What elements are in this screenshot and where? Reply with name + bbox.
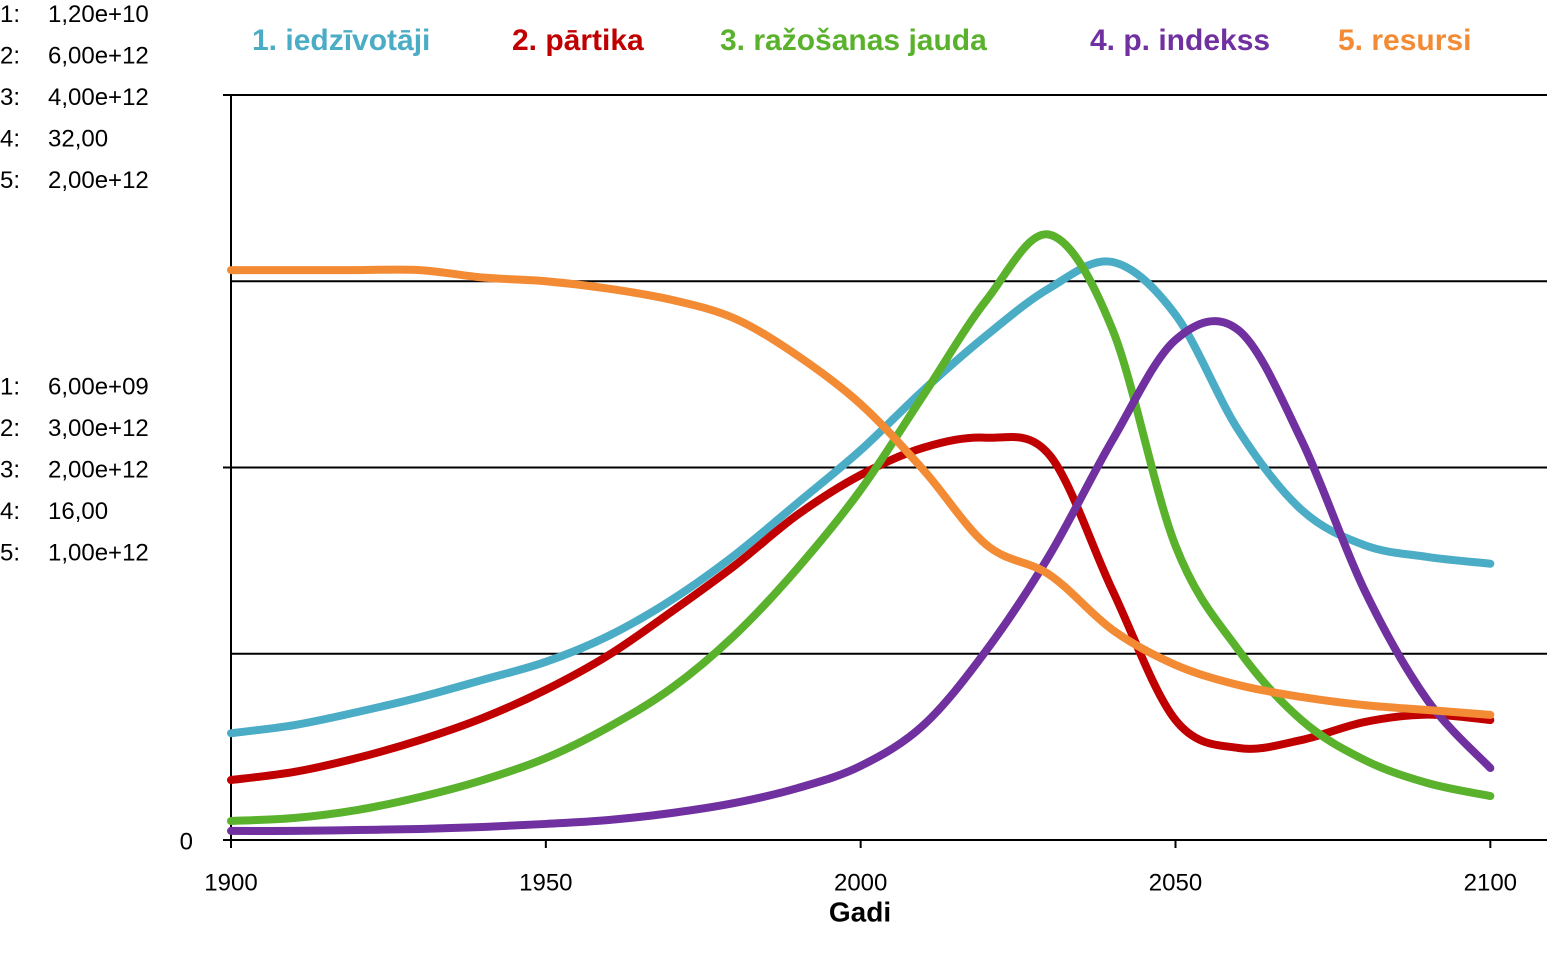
axis-number: 5: [0,540,20,567]
y-tick-label: 3: 4,00e+12 [0,84,149,111]
axis-number: 2: [0,43,20,70]
tick-value: 1,00e+12 [48,540,149,567]
tick-value: 6,00e+09 [48,374,149,401]
tick-value: 32,00 [48,126,108,153]
axis-number: 4: [0,126,20,153]
series-line [227,257,1495,738]
series-line [227,317,1495,835]
axis-number: 1: [0,1,20,28]
y-tick-label: 4: 16,00 [0,498,108,525]
x-tick-label: 2100 [1464,869,1517,896]
series-line [227,230,1495,826]
tick-value: 2,00e+12 [48,457,149,484]
tick-value: 1,20e+10 [48,1,149,28]
axis-number: 3: [0,84,20,111]
legend-entry: 2. pārtika [512,24,644,57]
axis-number: 4: [0,498,20,525]
series-line [227,265,1495,719]
tick-value: 4,00e+12 [48,84,149,111]
axis-number: 1: [0,374,20,401]
x-axis-label: Gadi [829,896,891,927]
tick-value: 16,00 [48,498,108,525]
legend-entry: 3. ražošanas jauda [720,24,987,57]
x-tick-label: 1950 [519,869,572,896]
axis-number: 5: [0,167,20,194]
x-tick-label: 2050 [1149,869,1202,896]
axis-number: 2: [0,415,20,442]
y-tick-label: 2: 3,00e+12 [0,415,149,442]
tick-value: 3,00e+12 [48,415,149,442]
y-tick-label: 0 [180,828,193,855]
axis-number: 3: [0,457,20,484]
y-tick-label: 3: 2,00e+12 [0,457,149,484]
y-tick-label: 5: 1,00e+12 [0,540,149,567]
y-tick-label: 5: 2,00e+12 [0,167,149,194]
tick-value: 6,00e+12 [48,43,149,70]
x-tick-label: 2000 [834,869,887,896]
legend-entry: 4. p. indekss [1090,24,1270,57]
x-tick-label: 1900 [204,869,257,896]
y-tick-label: 2: 6,00e+12 [0,43,149,70]
legend-entry: 1. iedzīvotāji [252,24,430,57]
tick-value: 2,00e+12 [48,167,149,194]
y-tick-label: 1: 6,00e+09 [0,374,149,401]
y-tick-label: 4: 32,00 [0,126,108,153]
y-tick-label: 1: 1,20e+10 [0,1,149,28]
legend-entry: 5. resursi [1338,24,1471,57]
